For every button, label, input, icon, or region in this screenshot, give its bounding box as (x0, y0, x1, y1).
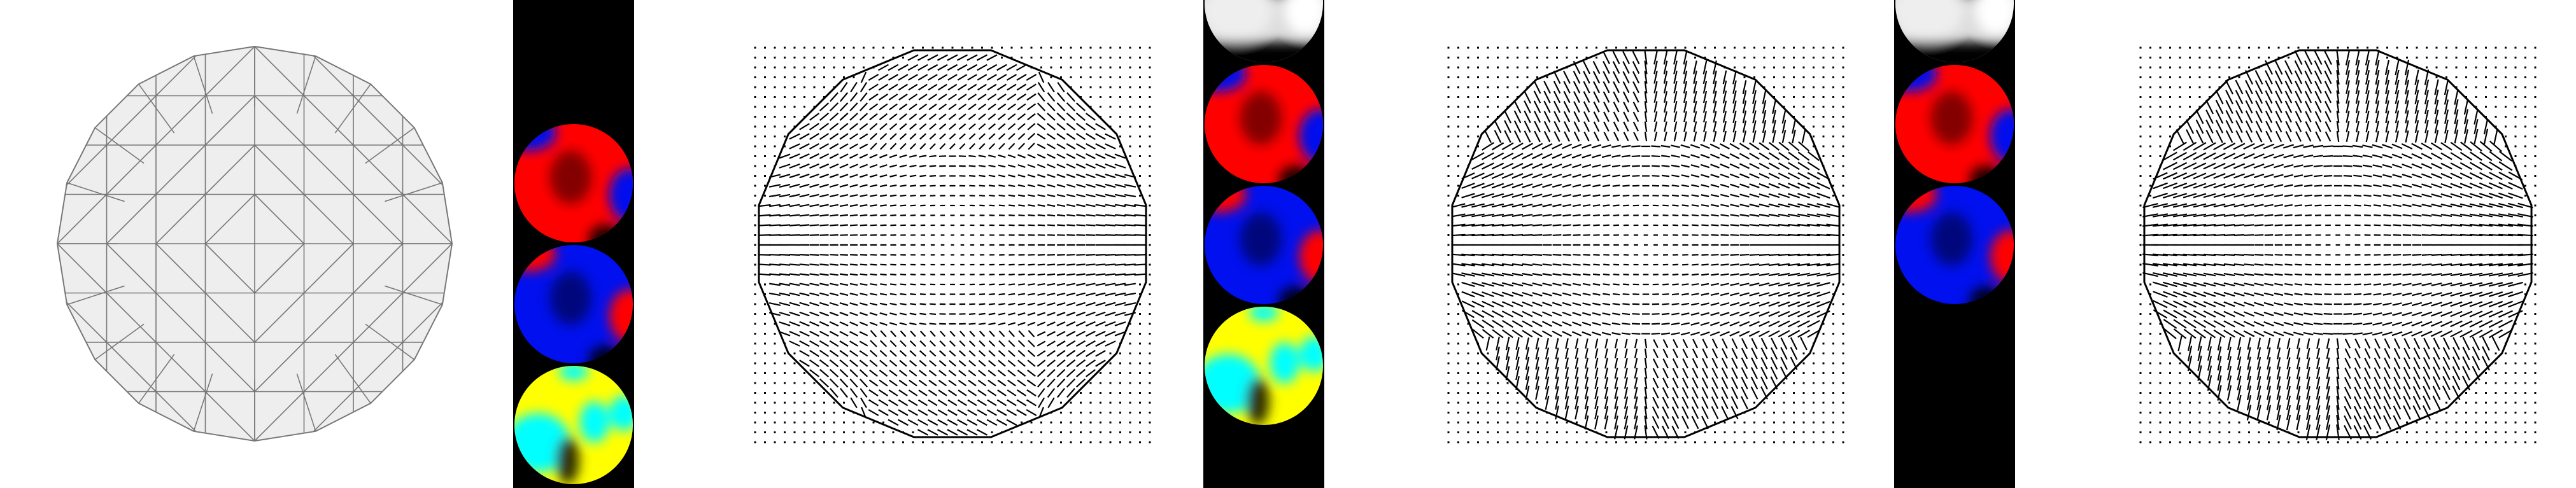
vector-field-3 (2139, 46, 2537, 443)
triangle-mesh-disk (56, 45, 453, 442)
scalar-disk-red-blue (514, 124, 633, 242)
scalar-strip-1 (513, 0, 634, 488)
scalar-disk-yellow-cyan (514, 366, 633, 484)
scalar-strip-3 (1894, 0, 2015, 488)
scalar-disk-yellow-cyan (1205, 307, 1323, 425)
vector-arrows (1451, 50, 1841, 440)
domain-boundary (1451, 49, 1841, 438)
vector-arrows (2142, 50, 2533, 440)
vector-arrows (759, 54, 1146, 436)
grid-dots (754, 46, 1151, 443)
domain-boundary (2143, 49, 2533, 438)
scalar-disk-red-blue (1895, 65, 2014, 183)
domain-boundary (758, 49, 1147, 438)
vector-field-2 (1447, 46, 1844, 443)
scalar-strip-2 (1203, 0, 1324, 488)
vector-field-1 (754, 46, 1151, 443)
